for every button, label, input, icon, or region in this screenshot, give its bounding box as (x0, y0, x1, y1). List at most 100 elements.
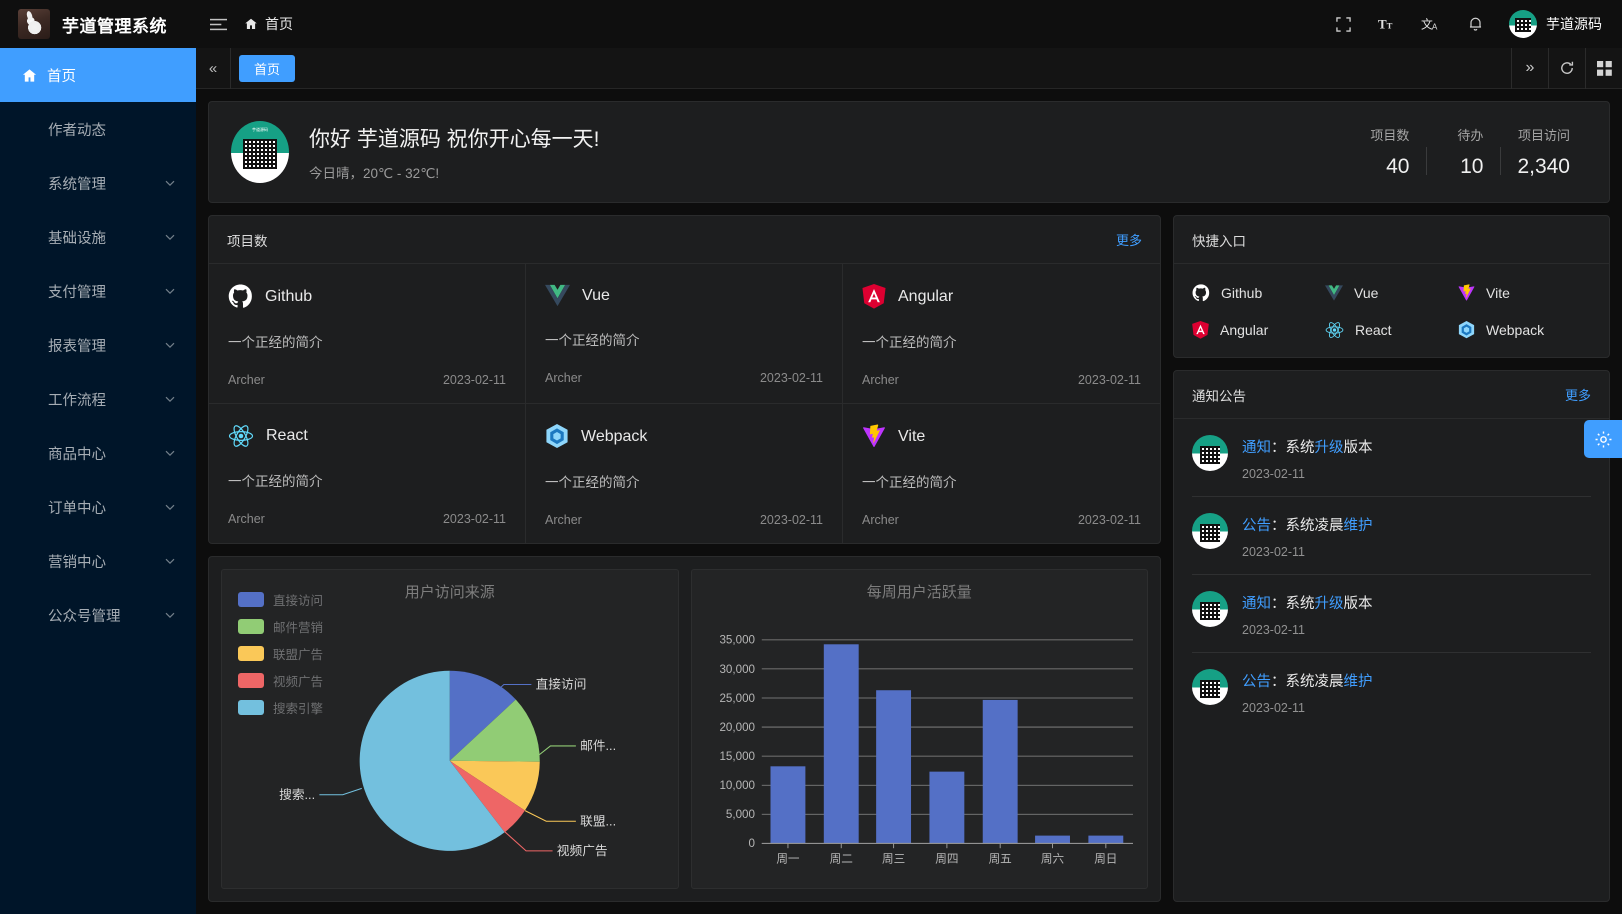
notice-prefix: 通知 (1242, 440, 1271, 456)
bar-thu[interactable] (928, 771, 964, 844)
projects-title: 项目数 (227, 233, 268, 249)
project-date: 2023-02-11 (759, 513, 823, 527)
tab-home[interactable]: 首页 (239, 54, 296, 82)
notice-sep: ：系统凌晨 (1271, 674, 1344, 690)
tabs-scroll-right-icon[interactable]: » (1511, 47, 1548, 89)
legend-item[interactable]: 直接访问 (238, 590, 323, 609)
notices-more-link[interactable]: 更多 (1564, 388, 1591, 403)
notice-item[interactable]: 公告：系统凌晨维护 2023-02-11 (1192, 652, 1591, 730)
pie-slices (359, 670, 540, 851)
main-region: 首页 T T 文 A (196, 0, 1622, 914)
qr-code-icon (243, 139, 277, 169)
project-meta: Archer 2023-02-11 (228, 512, 506, 526)
hamburger-icon[interactable] (196, 0, 240, 48)
pie-chart-title: 用户访问来源 (404, 584, 495, 601)
legend-label: 联盟广告 (273, 648, 324, 662)
xtick-label: 周五 (988, 853, 1011, 866)
chevron-down-icon (164, 339, 176, 351)
notice-prefix: 公告 (1242, 674, 1271, 690)
project-card-vue[interactable]: Vue 一个正经的简介 Archer 2023-02-11 (526, 264, 843, 404)
font-size-icon[interactable]: T T (1367, 0, 1407, 48)
grid-icon[interactable] (1585, 47, 1622, 89)
pie-slice-search[interactable] (359, 670, 505, 851)
sidebar-item-label: 报表管理 (48, 338, 106, 355)
legend-item[interactable]: 联盟广告 (238, 644, 323, 663)
xtick-label: 周二 (829, 853, 852, 866)
pie-label-affiliate: 联盟... (580, 813, 616, 828)
avatar-caption: 芋道源码 (252, 127, 268, 132)
sidebar-item-product-center[interactable]: 商品中心 (0, 426, 196, 480)
legend-item[interactable]: 搜索引擎 (238, 698, 323, 717)
bar-fri[interactable] (982, 699, 1018, 844)
quick-entry-react[interactable]: React (1325, 321, 1458, 339)
quick-entry-vite[interactable]: Vite (1458, 284, 1591, 302)
projects-card: 项目数 更多 Github 一个正 (208, 215, 1161, 544)
sidebar-item-system[interactable]: 系统管理 (0, 156, 196, 210)
sidebar-item-home[interactable]: 首页 (0, 48, 196, 102)
bar-sat[interactable] (1034, 835, 1070, 844)
translate-icon[interactable]: 文 A (1411, 0, 1451, 48)
bar-tue[interactable] (823, 644, 859, 844)
legend-swatch (238, 673, 264, 688)
projects-more-link[interactable]: 更多 (1115, 233, 1142, 248)
sidebar-item-report[interactable]: 报表管理 (0, 318, 196, 372)
tabs-collapse-left-icon[interactable]: « (196, 47, 231, 89)
sidebar-item-infrastructure[interactable]: 基础设施 (0, 210, 196, 264)
project-head: Webpack (545, 424, 823, 449)
quick-entry-angular[interactable]: Angular (1192, 321, 1325, 339)
stat-value: 40 (1386, 155, 1410, 178)
project-name: Webpack (581, 427, 648, 445)
legend-item[interactable]: 邮件营销 (238, 617, 323, 636)
sidebar-item-payment[interactable]: 支付管理 (0, 264, 196, 318)
project-card-angular[interactable]: Angular 一个正经的简介 Archer 2023-02-11 (843, 264, 1160, 404)
sidebar-item-author-news[interactable]: 作者动态 (0, 102, 196, 156)
breadcrumb[interactable]: 首页 (240, 14, 293, 34)
project-desc: 一个正经的简介 (545, 475, 640, 490)
quick-entry-label: Vue (1354, 285, 1379, 301)
quick-entry-vue[interactable]: Vue (1325, 284, 1458, 302)
pie-label-line-search (319, 787, 362, 796)
project-date: 2023-02-11 (759, 371, 823, 385)
project-date: 2023-02-11 (442, 512, 506, 526)
pie-slice-affiliate[interactable] (449, 760, 540, 811)
quick-entry-webpack[interactable]: Webpack (1458, 321, 1591, 339)
pie-slice-direct[interactable] (449, 670, 516, 761)
quick-entry-label: Github (1221, 285, 1263, 301)
bar-chart-svg: 35,000 30,000 25,000 20,000 15,000 10,00… (719, 634, 1133, 866)
project-author: Archer (228, 373, 265, 387)
bar-chart-xtick-labels: 周一 周二 周三 周四 周五 周六 周日 (776, 853, 1117, 866)
sidebar-item-mp-management[interactable]: 公众号管理 (0, 588, 196, 642)
bar-sun[interactable] (1087, 835, 1123, 844)
fullscreen-icon[interactable] (1323, 0, 1363, 48)
bar-wed[interactable] (875, 690, 911, 844)
legend-label: 搜索引擎 (273, 702, 324, 716)
sidebar-item-order-center[interactable]: 订单中心 (0, 480, 196, 534)
user-menu[interactable]: 芋道源码 (1499, 10, 1608, 38)
project-card-webpack[interactable]: Webpack 一个正经的简介 Archer 2023-02-11 (526, 404, 843, 543)
pie-slice-email[interactable] (449, 699, 540, 762)
project-card-github[interactable]: Github 一个正经的简介 Archer 2023-02-11 (209, 264, 526, 404)
refresh-icon[interactable] (1548, 47, 1585, 89)
legend-swatch (238, 592, 264, 607)
sidebar-logo[interactable]: 芋道管理系统 (0, 0, 196, 48)
settings-drawer-button[interactable] (1584, 420, 1622, 458)
notice-item[interactable]: 通知：系统升级版本 2023-02-11 (1192, 574, 1591, 652)
ytick-label: 35,000 (719, 634, 755, 647)
sidebar-item-workflow[interactable]: 工作流程 (0, 372, 196, 426)
bell-icon[interactable] (1455, 0, 1495, 48)
quick-entry-github[interactable]: Github (1192, 284, 1325, 302)
notice-item[interactable]: 公告：系统凌晨维护 2023-02-11 (1192, 496, 1591, 574)
pie-slice-video[interactable] (449, 760, 525, 833)
sidebar-item-marketing-center[interactable]: 营销中心 (0, 534, 196, 588)
legend-item[interactable]: 视频广告 (238, 671, 323, 690)
quick-entry-label: Vite (1486, 285, 1510, 301)
xtick-label: 周三 (881, 853, 904, 866)
notice-item[interactable]: 通知：系统升级版本 2023-02-11 (1192, 419, 1591, 496)
legend-label: 直接访问 (273, 594, 324, 608)
notice-title: 通知：系统升级版本 (1242, 592, 1373, 613)
project-card-vite[interactable]: Vite 一个正经的简介 Archer 2023-02-11 (843, 404, 1160, 543)
project-card-react[interactable]: React 一个正经的简介 Archer 2023-02-11 (209, 404, 526, 543)
bar-mon[interactable] (770, 766, 805, 844)
project-date: 2023-02-11 (442, 373, 506, 387)
